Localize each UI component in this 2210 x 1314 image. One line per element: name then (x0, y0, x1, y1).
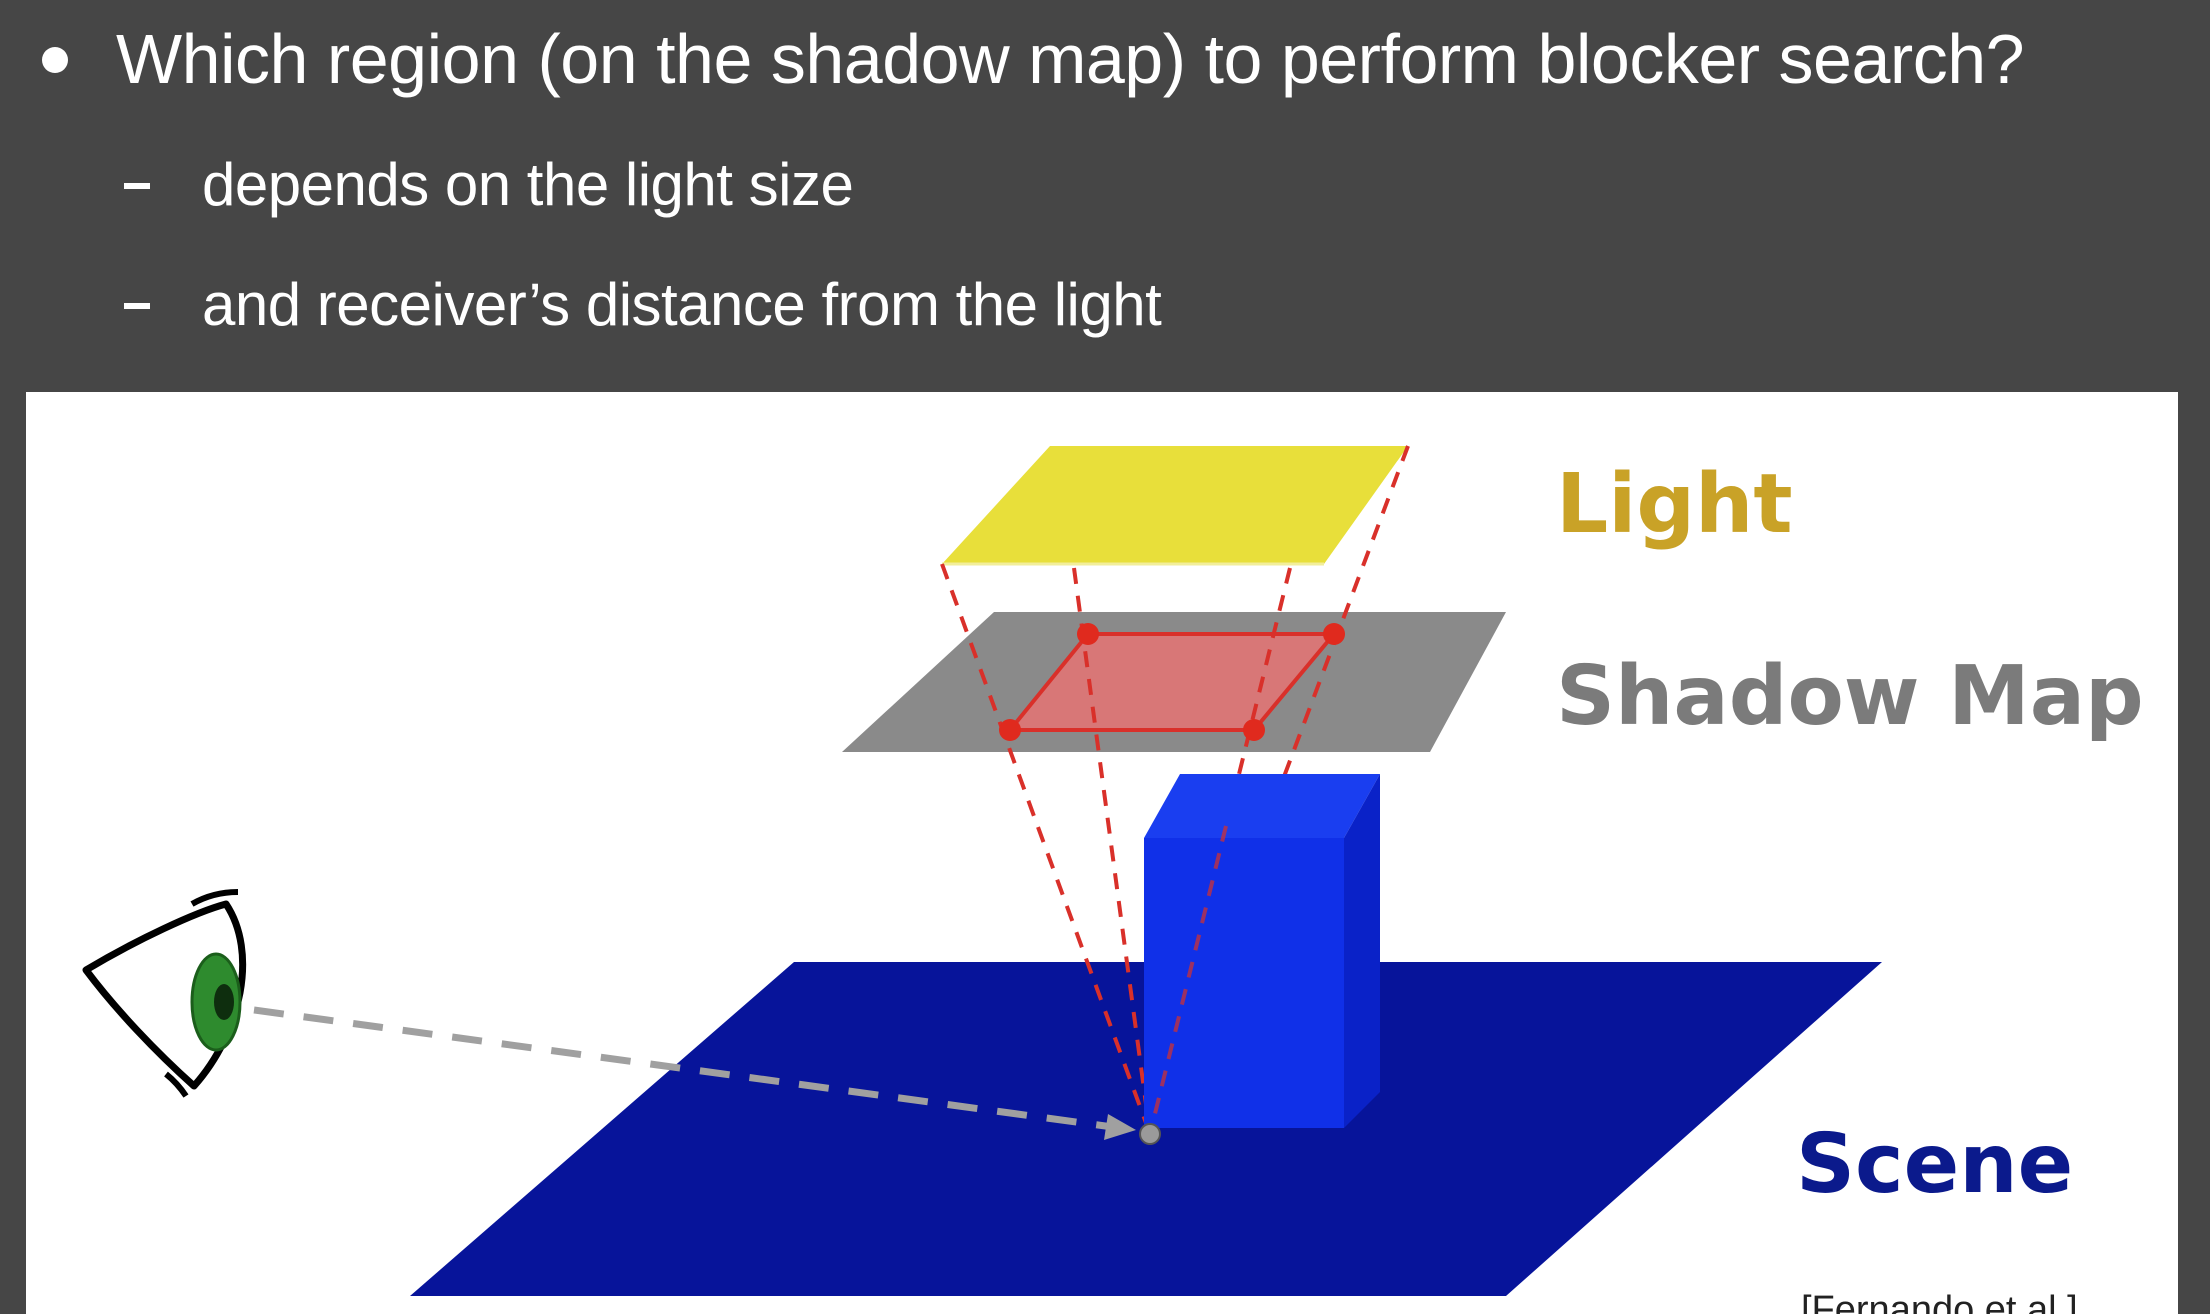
pcss-diagram: Light Shadow Map Scene [Fernando et al.] (82, 445, 2144, 1314)
bullet-text: Which region (on the shadow map) to perf… (116, 20, 2025, 98)
view-ray (253, 1006, 1121, 1132)
pcss-diagram-panel: Light Shadow Map Scene [Fernando et al.] (26, 392, 2178, 1314)
light-frustum-lines-front (1148, 825, 1228, 1135)
search-region-corners (999, 623, 1345, 741)
area-light (942, 446, 1408, 564)
blocker-box (1144, 774, 1380, 1128)
sub-bullet-light-size: depends on the light size (0, 138, 2210, 238)
light-label: Light (1556, 457, 1793, 552)
main-bullet: Which region (on the shadow map) to perf… (0, 0, 2210, 120)
shadow-map-label: Shadow Map (1556, 649, 2144, 744)
sub-bullet-dash (124, 183, 150, 189)
scene-label: Scene (1796, 1117, 2073, 1212)
sub-bullet-text: and receiver’s distance from the light (202, 271, 1162, 338)
view-ray-arrowhead (1104, 1114, 1136, 1140)
eye-icon (82, 889, 247, 1098)
receiver-point (1139, 1123, 1161, 1145)
sub-bullet-receiver-distance: and receiver’s distance from the light (0, 258, 2210, 358)
sub-bullet-text: depends on the light size (202, 151, 854, 218)
bullet-dot (42, 47, 68, 73)
citation-label: [Fernando et al.] (1801, 1289, 2078, 1314)
sub-bullet-dash (124, 303, 150, 309)
